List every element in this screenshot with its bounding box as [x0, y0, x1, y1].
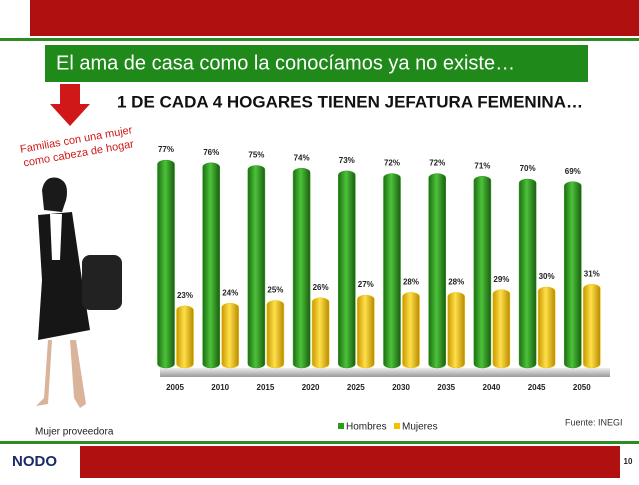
title-box — [45, 45, 588, 82]
bottom-rule — [0, 441, 639, 444]
arrow — [50, 84, 90, 126]
value-label: 73% — [339, 156, 355, 165]
value-label: 24% — [222, 288, 238, 297]
value-label: 69% — [565, 167, 581, 176]
value-label: 70% — [520, 164, 536, 173]
bar — [402, 292, 420, 369]
bar — [447, 292, 465, 369]
bar — [247, 165, 266, 369]
bar — [292, 167, 311, 369]
bar — [383, 173, 401, 369]
woman-figure — [36, 177, 122, 408]
value-label: 74% — [294, 153, 310, 162]
bar — [583, 284, 601, 369]
value-label: 30% — [539, 272, 555, 281]
chart: 2005 77% 23% 2010 76% 24% 2015 75% 25% 2020 74% 26%… — [157, 145, 601, 433]
chart-floor — [160, 368, 610, 377]
page-number: 10 — [624, 457, 633, 466]
slide-title: El ama de casa como la conocíamos ya no … — [56, 52, 515, 74]
annotation: Familias con una mujer como cabeza de ho… — [19, 124, 135, 169]
value-label: 28% — [448, 278, 464, 287]
value-label: 72% — [384, 159, 400, 168]
bar — [473, 176, 492, 369]
caption: Mujer proveedora — [35, 427, 114, 438]
source: Fuente: INEGI — [565, 417, 623, 427]
value-label: 76% — [203, 148, 219, 157]
value-label: 29% — [493, 275, 509, 284]
bar — [357, 294, 375, 369]
value-label: 25% — [267, 286, 283, 295]
x-tick-label: 2010 — [211, 383, 229, 392]
bottom-band — [80, 446, 620, 478]
legend-label: Hombres — [346, 422, 387, 433]
x-tick-label: 2025 — [347, 383, 365, 392]
value-label: 31% — [584, 269, 600, 278]
bar — [176, 305, 194, 369]
bar — [492, 289, 511, 369]
bar — [157, 159, 175, 369]
value-label: 77% — [158, 145, 174, 154]
bar — [221, 302, 239, 369]
value-label: 26% — [313, 283, 329, 292]
bar — [338, 170, 356, 369]
legend-label: Mujeres — [402, 422, 438, 433]
bar — [311, 297, 330, 369]
x-tick-label: 2005 — [166, 383, 184, 392]
bar — [537, 286, 556, 369]
x-tick-label: 2015 — [257, 383, 275, 392]
value-label: 72% — [429, 159, 445, 168]
top-rule — [0, 38, 639, 41]
x-tick-label: 2030 — [392, 383, 410, 392]
x-tick-label: 2045 — [528, 383, 546, 392]
value-label: 23% — [177, 291, 193, 300]
bar — [266, 300, 285, 369]
x-tick-label: 2035 — [437, 383, 455, 392]
value-label: 75% — [248, 151, 264, 160]
x-tick-label: 2040 — [483, 383, 501, 392]
x-tick-label: 2050 — [573, 383, 591, 392]
chart-title: 1 DE CADA 4 HOGARES TIENEN JEFATURA FEME… — [117, 92, 583, 111]
bar — [202, 162, 220, 369]
bar — [564, 181, 582, 369]
value-label: 28% — [403, 278, 419, 287]
legend-swatch — [338, 423, 344, 429]
legend-swatch — [394, 423, 400, 429]
value-label: 71% — [474, 161, 490, 170]
logo: NODO — [12, 453, 57, 470]
value-label: 27% — [358, 280, 374, 289]
bar — [428, 173, 446, 369]
bar — [518, 178, 537, 369]
top-band — [30, 0, 639, 36]
x-tick-label: 2020 — [302, 383, 320, 392]
